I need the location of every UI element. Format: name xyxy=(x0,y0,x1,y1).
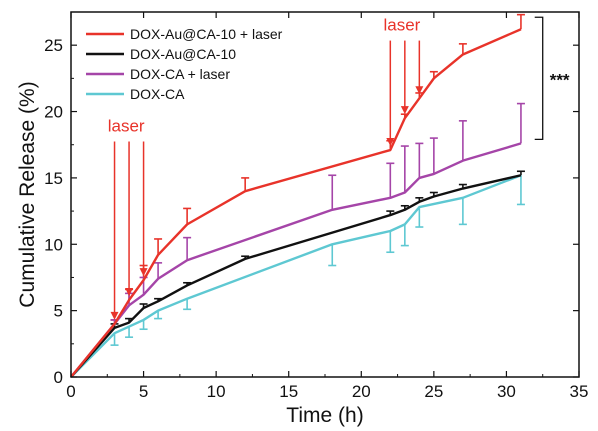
legend-label: DOX-CA + laser xyxy=(130,66,230,82)
y-tick-label: 0 xyxy=(54,368,63,387)
x-tick-label: 25 xyxy=(424,382,443,401)
x-tick-label: 0 xyxy=(66,382,75,401)
legend: DOX-Au@CA-10 + laser DOX-Au@CA-10 DOX-CA +… xyxy=(86,26,283,102)
x-tick-label: 15 xyxy=(279,382,298,401)
series-line xyxy=(70,28,522,378)
x-axis-title: Time (h) xyxy=(286,404,363,427)
plot-area xyxy=(70,13,525,378)
annotations: laser laser *** xyxy=(108,16,570,320)
y-tick-label: 25 xyxy=(44,36,63,55)
laser-label: laser xyxy=(108,116,145,135)
laser-arrowhead xyxy=(400,106,409,115)
laser-label: laser xyxy=(383,16,420,35)
legend-label: DOX-Au@CA-10 xyxy=(130,46,236,62)
x-tick-label: 5 xyxy=(139,382,148,401)
y-axis-title: Cumulative Release (%) xyxy=(16,81,39,307)
series-line xyxy=(70,174,522,378)
y-tick-label: 20 xyxy=(44,103,63,122)
series-line xyxy=(70,174,522,378)
laser-arrowhead xyxy=(415,86,424,95)
y-tick-label: 10 xyxy=(44,235,63,254)
legend-label: DOX-CA xyxy=(130,86,185,102)
axes: 0 5 10 15 20 25 30 35 0 5 10 15 20 25 Time (h) Cumulati… xyxy=(16,11,589,427)
laser-arrowhead xyxy=(386,138,395,147)
x-tick-label: 10 xyxy=(207,382,226,401)
y-tick-label: 5 xyxy=(54,302,63,321)
laser-arrowhead xyxy=(139,268,148,277)
laser-arrowhead xyxy=(125,288,134,297)
significance-label: *** xyxy=(550,70,570,89)
series-line xyxy=(70,142,522,378)
x-tick-label: 20 xyxy=(352,382,371,401)
y-tick-label: 15 xyxy=(44,169,63,188)
significance-bracket xyxy=(534,16,544,141)
laser-arrowhead xyxy=(110,311,119,320)
legend-label: DOX-Au@CA-10 + laser xyxy=(130,26,283,42)
x-tick-label: 30 xyxy=(497,382,516,401)
x-tick-label: 35 xyxy=(570,382,589,401)
